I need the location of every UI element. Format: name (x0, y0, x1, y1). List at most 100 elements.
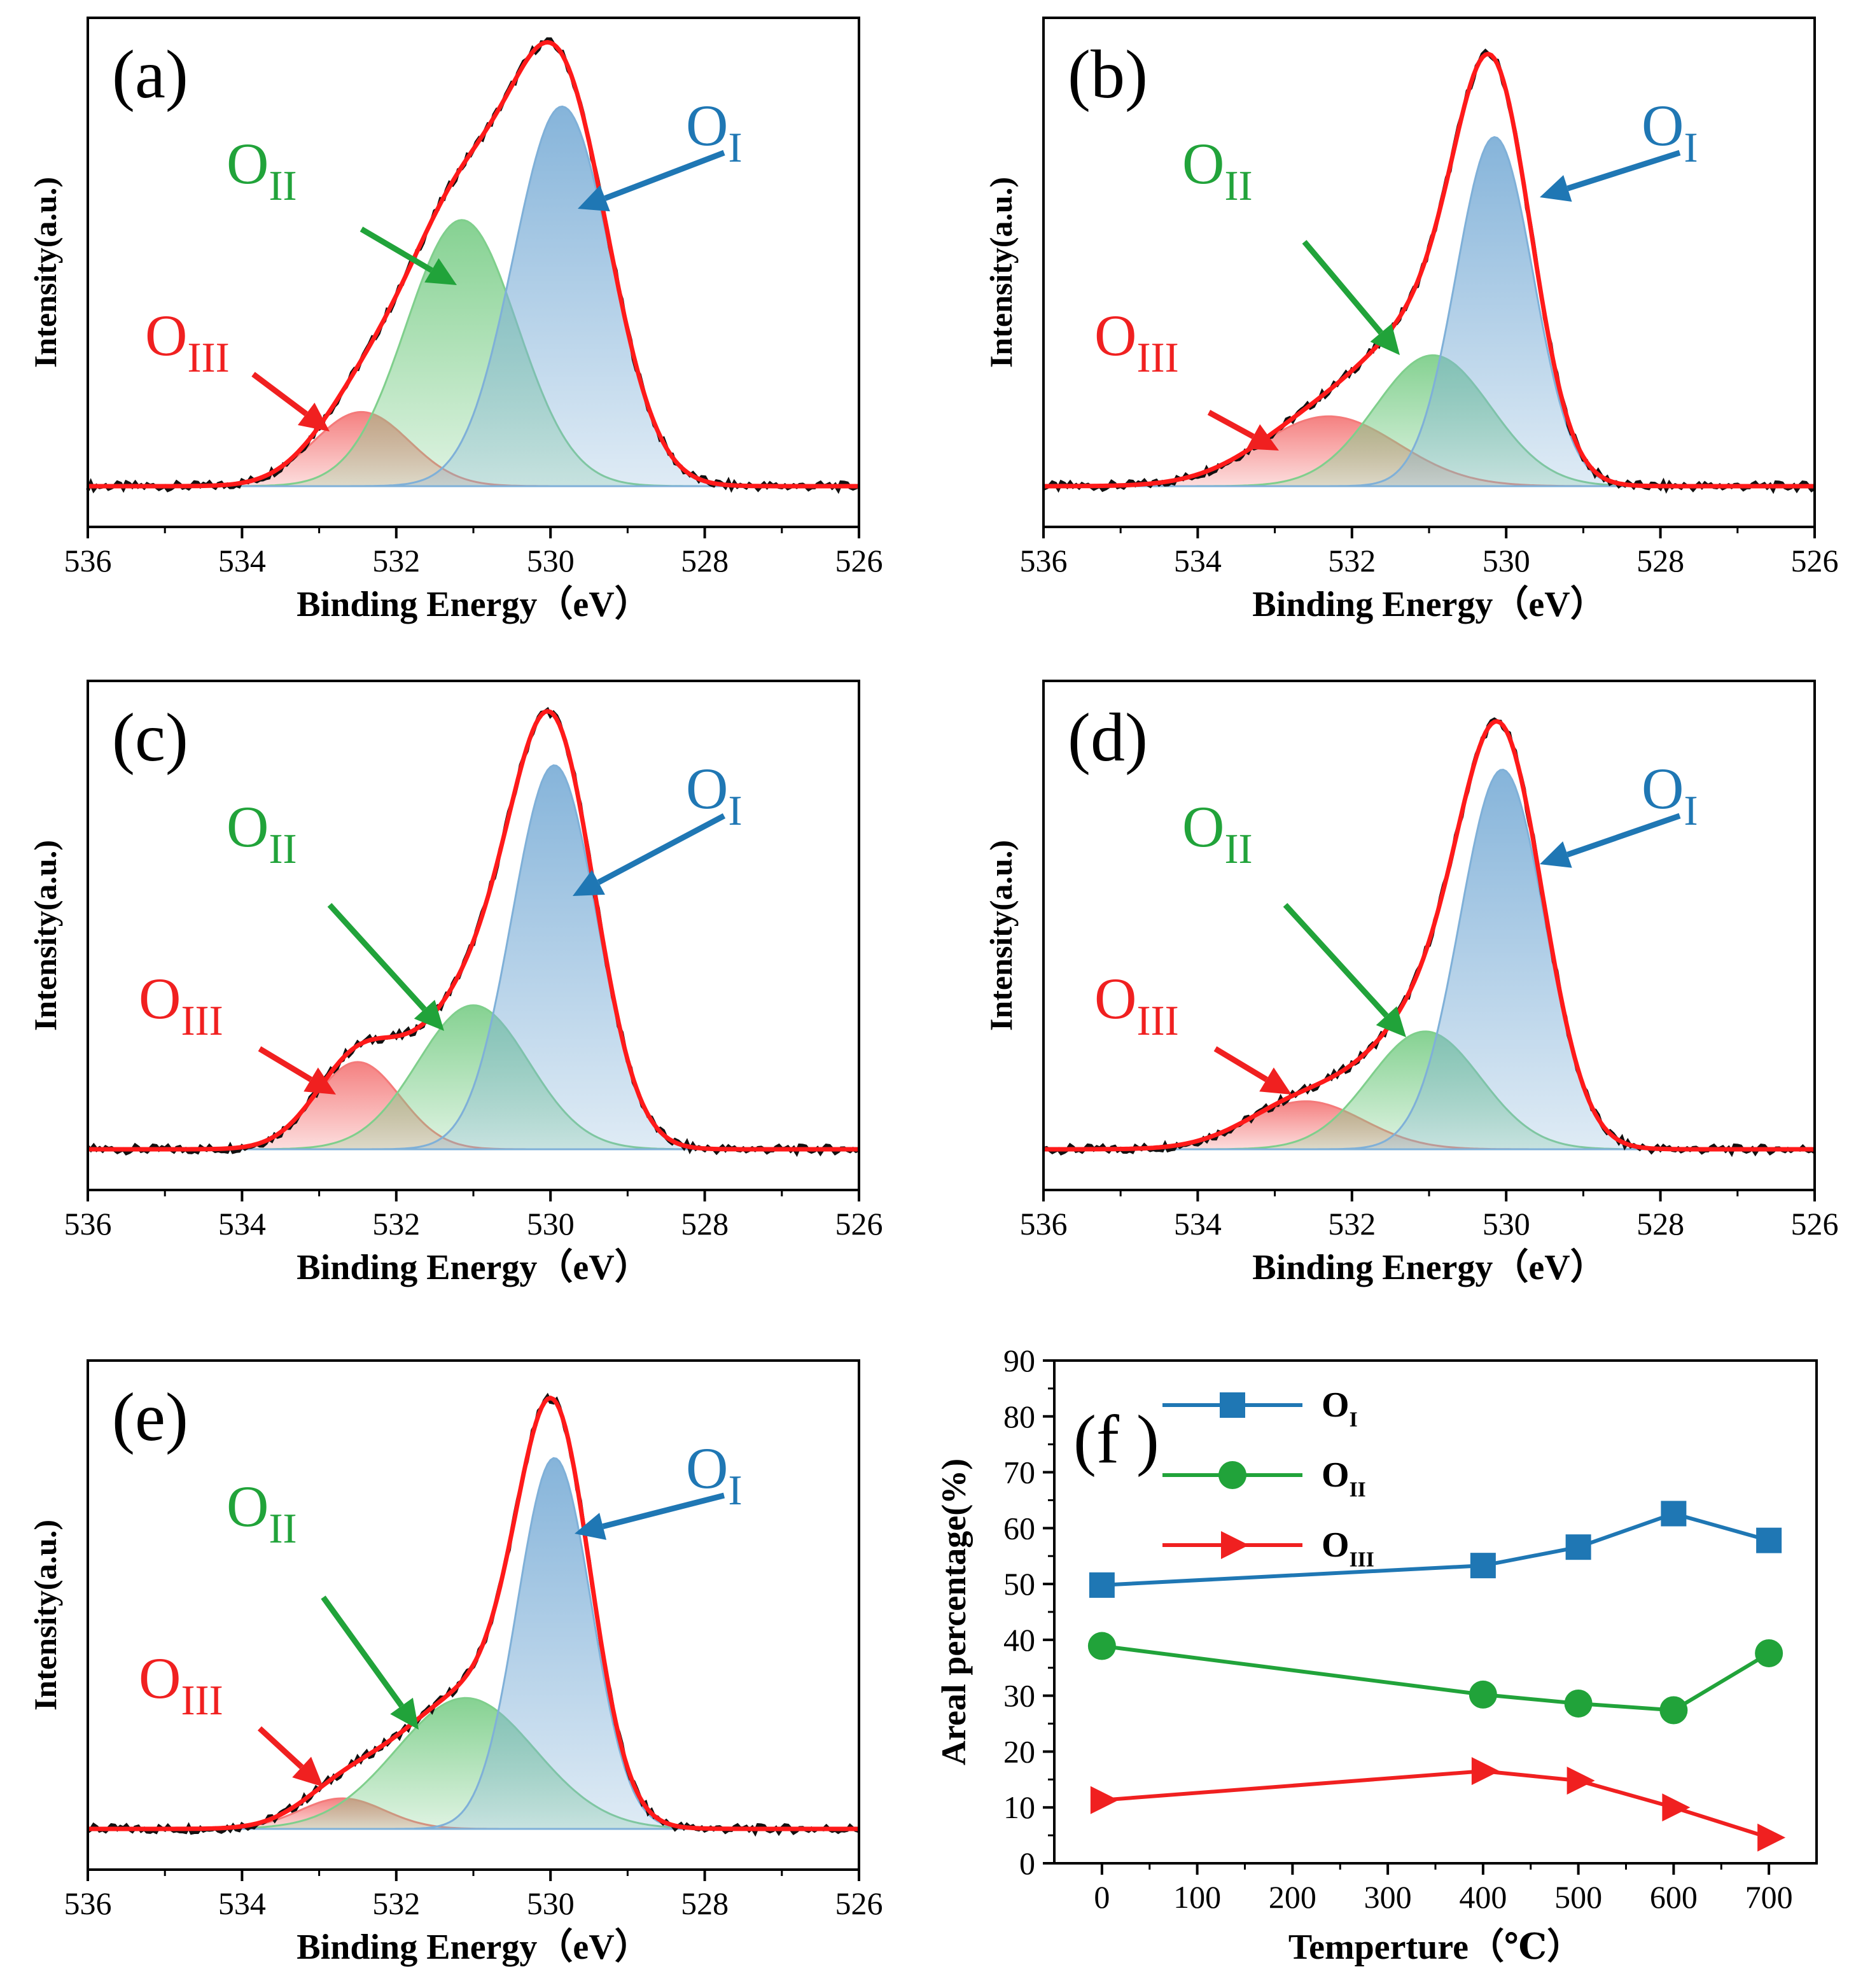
arrow-o1-shaft (1566, 150, 1681, 192)
label-o2: OII (1182, 131, 1253, 209)
x-tick-label: 530 (1483, 1206, 1530, 1242)
arrow-o2-shaft (327, 902, 427, 1011)
label-o3: OIII (139, 966, 223, 1044)
arrow-o3-shaft (257, 1726, 304, 1770)
x-axis-label: Binding Energy（eV） (297, 1927, 650, 1967)
x-tick-label: 528 (681, 1206, 729, 1242)
y-axis-label: Intensity(a.u.) (27, 177, 63, 368)
data-point-oi (1661, 1501, 1687, 1527)
arrow-o2-head (414, 1000, 444, 1031)
arrow-o1-head (573, 870, 605, 896)
data-point-oii (1755, 1639, 1783, 1667)
peak-oi (1043, 769, 1815, 1151)
y-axis-label: Intensity(a.u.) (983, 840, 1019, 1031)
x-tick-label: 526 (835, 1206, 883, 1242)
arrow-o3-head (1259, 1067, 1292, 1095)
legend-marker (1221, 1531, 1249, 1559)
arrow-o2 (1283, 902, 1406, 1037)
xps-panel-2: 536 534 532 530 528 526 Binding Energy（eV） Inte… (27, 680, 883, 1287)
x-tick-label: 534 (218, 543, 266, 578)
y-tick-label: 10 (1003, 1789, 1035, 1825)
arrow-o2-shaft (1283, 902, 1389, 1018)
arrow-o1 (1540, 813, 1681, 868)
x-axis-label: Temperture（℃） (1288, 1927, 1582, 1967)
data-point-oiii (1566, 1767, 1595, 1795)
y-axis-label: Areal percentage(%) (935, 1459, 973, 1765)
x-tick-label: 536 (1020, 543, 1068, 578)
arrow-o2-shaft (1302, 240, 1383, 335)
plot-frame (1053, 1359, 1818, 1865)
y-tick-label: 60 (1003, 1510, 1035, 1546)
arrow-o1-shaft (1566, 813, 1681, 858)
x-axis-label: Binding Energy（eV） (297, 1247, 650, 1287)
arrow-o1 (575, 1492, 725, 1540)
x-tick-label: 534 (1174, 543, 1222, 578)
data-point-oii (1087, 1632, 1116, 1660)
x-tick-label: 0 (1094, 1879, 1110, 1915)
data-point-oii (1564, 1689, 1593, 1718)
panel-label: (e) (112, 1380, 188, 1455)
legend-label: OIII (1322, 1525, 1374, 1572)
label-o2: OII (227, 794, 297, 872)
y-tick-label: 20 (1003, 1733, 1035, 1769)
y-tick-label: 70 (1003, 1455, 1035, 1490)
data-point-oi (1470, 1553, 1496, 1579)
y-tick-label: 90 (1003, 1343, 1035, 1378)
x-axis-label: Binding Energy（eV） (1252, 584, 1605, 624)
arrow-o3 (258, 1046, 336, 1095)
data-point-oi (1756, 1527, 1782, 1553)
data-point-oiii (1662, 1793, 1691, 1822)
x-tick-label: 528 (1636, 543, 1684, 578)
panel-label: (f ) (1073, 1402, 1159, 1478)
arrow-o3 (257, 1726, 323, 1787)
x-tick-label: 530 (1483, 543, 1530, 578)
arrow-o1-shaft (602, 1492, 725, 1529)
label-o3: OIII (139, 1646, 223, 1724)
xps-panel-1: 536 534 532 530 528 526 Binding Energy（eV） Inte… (983, 17, 1839, 624)
label-o3: OIII (1094, 966, 1179, 1044)
data-point-oiii (1757, 1823, 1786, 1852)
y-tick-label: 0 (1019, 1845, 1035, 1881)
label-o2: OII (227, 131, 297, 209)
data-point-oi (1089, 1572, 1115, 1598)
arrow-o3-shaft (258, 1046, 312, 1082)
label-o1: OI (686, 756, 743, 834)
x-tick-label: 534 (1174, 1206, 1222, 1242)
label-o3: OIII (145, 303, 230, 381)
arrow-o3-head (1246, 424, 1279, 451)
x-tick-label: 532 (372, 1886, 420, 1921)
x-tick-label: 528 (1636, 1206, 1684, 1242)
arrow-o2 (327, 902, 444, 1031)
fit-envelope-line (1043, 718, 1815, 1152)
x-axis-label: Binding Energy（eV） (297, 584, 650, 624)
arrow-o2-shaft (321, 1595, 404, 1708)
label-o1: OI (1642, 756, 1698, 834)
arrow-o3 (251, 372, 330, 431)
arrow-o1-head (575, 1513, 607, 1540)
arrow-o1-head (1540, 175, 1572, 202)
peak-oi (1043, 136, 1815, 487)
arrow-o3-shaft (251, 372, 308, 417)
fit-envelope-line (1043, 52, 1815, 489)
x-tick-label: 600 (1650, 1879, 1698, 1915)
xps-panel-4: 536 534 532 530 528 526 Binding Energy（eV） Inte… (27, 1359, 883, 1967)
arrow-o2 (359, 227, 457, 285)
x-tick-label: 536 (64, 1206, 112, 1242)
label-o1: OI (1642, 93, 1698, 171)
arrow-o3 (1213, 1046, 1292, 1095)
legend-label: OI (1322, 1385, 1358, 1432)
x-tick-label: 530 (527, 1206, 575, 1242)
data-point-oii (1659, 1696, 1688, 1725)
x-tick-label: 300 (1364, 1879, 1412, 1915)
peak-oi (88, 764, 859, 1151)
x-tick-label: 100 (1173, 1879, 1221, 1915)
data-point-oiii (1090, 1786, 1119, 1814)
xps-panel-0: 536 534 532 530 528 526 Binding Energy（eV） Inte… (27, 17, 883, 624)
x-tick-label: 536 (64, 543, 112, 578)
y-tick-label: 50 (1003, 1566, 1035, 1602)
panel-label: (c) (112, 700, 188, 776)
x-axis-label: Binding Energy（eV） (1252, 1247, 1605, 1287)
x-tick-label: 534 (218, 1206, 266, 1242)
area-percentage-panel: 0 10 20 30 40 50 60 70 80 90 0 100 200 300 400 500 600 70… (935, 1343, 1818, 1967)
arrow-o1 (573, 813, 726, 896)
